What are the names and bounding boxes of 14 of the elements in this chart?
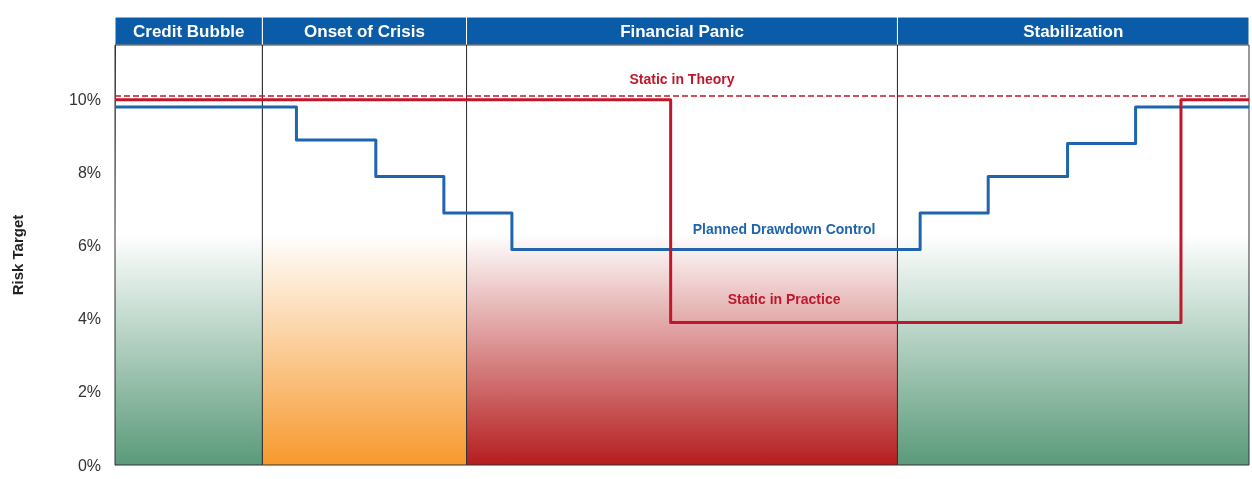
y-tick-label: 10% bbox=[68, 91, 101, 109]
series-label: Planned Drawdown Control bbox=[692, 221, 876, 238]
text: Credit Bubble bbox=[132, 21, 245, 41]
y-tick-label: 8% bbox=[77, 164, 101, 182]
y-axis-title: Risk Target bbox=[9, 214, 26, 296]
ref-line-label: Static in Theory bbox=[629, 71, 735, 88]
y-tick-label: 2% bbox=[77, 383, 101, 401]
text: Stabilization bbox=[1023, 21, 1124, 41]
y-tick-label: 0% bbox=[77, 456, 101, 474]
series-label: Static in Practice bbox=[727, 290, 841, 307]
y-tick-label: 4% bbox=[77, 310, 101, 328]
y-tick-label: 6% bbox=[77, 237, 101, 255]
text: Onset of Crisis bbox=[304, 21, 425, 41]
text: Financial Panic bbox=[620, 21, 744, 41]
